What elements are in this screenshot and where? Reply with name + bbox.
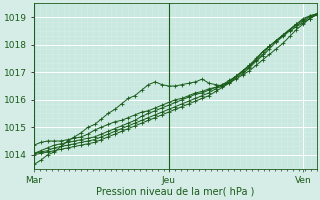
X-axis label: Pression niveau de la mer( hPa ): Pression niveau de la mer( hPa )	[96, 187, 254, 197]
